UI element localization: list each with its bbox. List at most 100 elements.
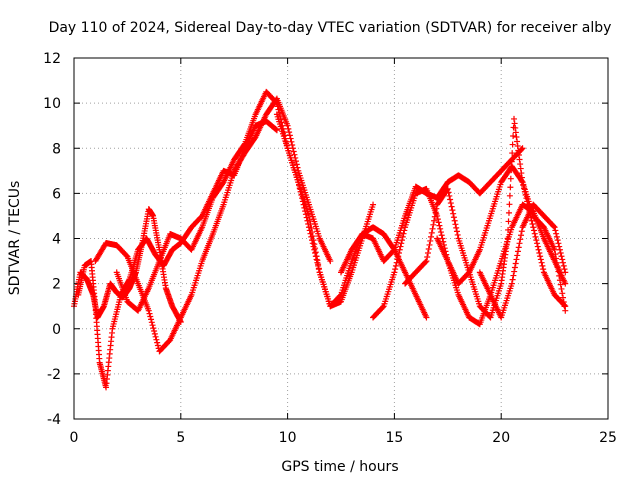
- trace-marker: [394, 256, 401, 263]
- trace-marker: [518, 146, 525, 153]
- trace-marker: [510, 133, 517, 140]
- trace-marker: [241, 141, 248, 148]
- y-tick-label: -2: [47, 367, 61, 383]
- trace-marker: [395, 253, 402, 260]
- data-point: [284, 122, 291, 129]
- x-tick-label: 15: [385, 430, 403, 446]
- trace-marker: [425, 245, 432, 252]
- trace-marker: [147, 313, 154, 320]
- trace-marker: [510, 272, 517, 279]
- trace-marker: [296, 185, 303, 192]
- trace-marker: [273, 99, 280, 106]
- trace-marker: [301, 204, 308, 211]
- trace-marker: [337, 292, 344, 299]
- data-point: [423, 258, 430, 265]
- trace-marker: [400, 230, 407, 237]
- trace-marker: [515, 152, 522, 159]
- trace-marker: [447, 196, 454, 203]
- y-axis-label: SDTVAR / TECUs: [7, 181, 23, 296]
- data-point: [423, 314, 430, 321]
- trace-marker: [556, 277, 563, 284]
- x-tick-label: 0: [70, 430, 79, 446]
- trace-marker: [509, 150, 516, 157]
- data-point: [562, 269, 569, 276]
- trace-marker: [553, 230, 560, 237]
- chart-title: Day 110 of 2024, Sidereal Day-to-day VTE…: [49, 20, 612, 36]
- trace-marker: [399, 237, 406, 244]
- trace-marker: [398, 240, 405, 247]
- trace-marker: [292, 158, 299, 165]
- trace-marker: [524, 201, 531, 208]
- trace-marker: [287, 135, 294, 142]
- trace-marker: [523, 195, 530, 202]
- trace-marker: [537, 253, 544, 260]
- series-sat-c: [92, 95, 334, 355]
- trace-marker: [521, 185, 528, 192]
- trace-marker: [522, 191, 529, 198]
- data-point: [519, 179, 526, 186]
- trace-marker: [557, 250, 564, 257]
- trace-marker: [505, 226, 512, 233]
- trace-marker: [290, 148, 297, 155]
- trace-marker: [531, 230, 538, 237]
- trace-marker: [432, 209, 439, 216]
- trace-marker: [379, 303, 386, 310]
- trace-marker: [529, 220, 536, 227]
- trace-marker: [511, 268, 518, 275]
- plot-frame: [73, 57, 609, 420]
- trace-marker: [312, 250, 319, 257]
- trace-marker: [506, 192, 513, 199]
- trace-marker: [299, 198, 306, 205]
- trace-marker: [452, 221, 459, 228]
- trace-marker: [517, 165, 524, 172]
- trace-marker: [431, 213, 438, 220]
- trace-marker: [125, 277, 132, 284]
- trace-marker: [431, 217, 438, 224]
- trace-marker: [450, 210, 457, 217]
- x-tick-label: 25: [599, 430, 617, 446]
- data-point: [562, 280, 569, 287]
- data-point: [305, 224, 312, 231]
- trace-marker: [514, 248, 521, 255]
- trace-marker: [428, 233, 435, 240]
- trace-marker: [505, 218, 512, 225]
- data-point: [519, 145, 526, 152]
- trace-marker: [449, 207, 456, 214]
- y-tick-labels: -4 -2 0 2 4 6 8 10 12: [43, 51, 61, 428]
- trace-marker: [507, 175, 514, 182]
- trace-marker: [314, 259, 321, 266]
- series-sat-i: [434, 163, 569, 310]
- trace-marker: [552, 251, 559, 258]
- trace-marker: [311, 246, 318, 253]
- trace-marker: [439, 235, 446, 242]
- trace-marker: [286, 132, 293, 139]
- y-tick-label: 0: [52, 322, 61, 338]
- trace-marker: [450, 214, 457, 221]
- x-tick-labels: 0 5 10 15 20 25: [70, 430, 617, 446]
- trace-marker: [554, 264, 561, 271]
- trace-marker: [512, 129, 519, 136]
- trace-marker: [149, 322, 156, 329]
- trace-marker: [447, 200, 454, 207]
- trace-marker: [437, 225, 444, 232]
- trace-marker: [511, 120, 518, 127]
- trace-marker: [307, 230, 314, 237]
- trace-marker: [509, 141, 516, 148]
- data-point: [551, 246, 558, 253]
- trace-marker: [534, 240, 541, 247]
- trace-marker: [305, 220, 312, 227]
- y-tick-label: 2: [52, 277, 61, 293]
- trace-marker: [520, 182, 527, 189]
- trace-marker: [299, 195, 306, 202]
- trace-marker: [286, 129, 293, 136]
- series-sat-j: [476, 201, 569, 321]
- trace-marker: [148, 316, 155, 323]
- trace-marker: [298, 191, 305, 198]
- trace-marker: [559, 256, 566, 263]
- trace-marker: [296, 182, 303, 189]
- trace-marker: [553, 259, 560, 266]
- trace-marker: [433, 205, 440, 212]
- series-sat-f: [338, 145, 526, 276]
- trace-marker: [302, 208, 309, 215]
